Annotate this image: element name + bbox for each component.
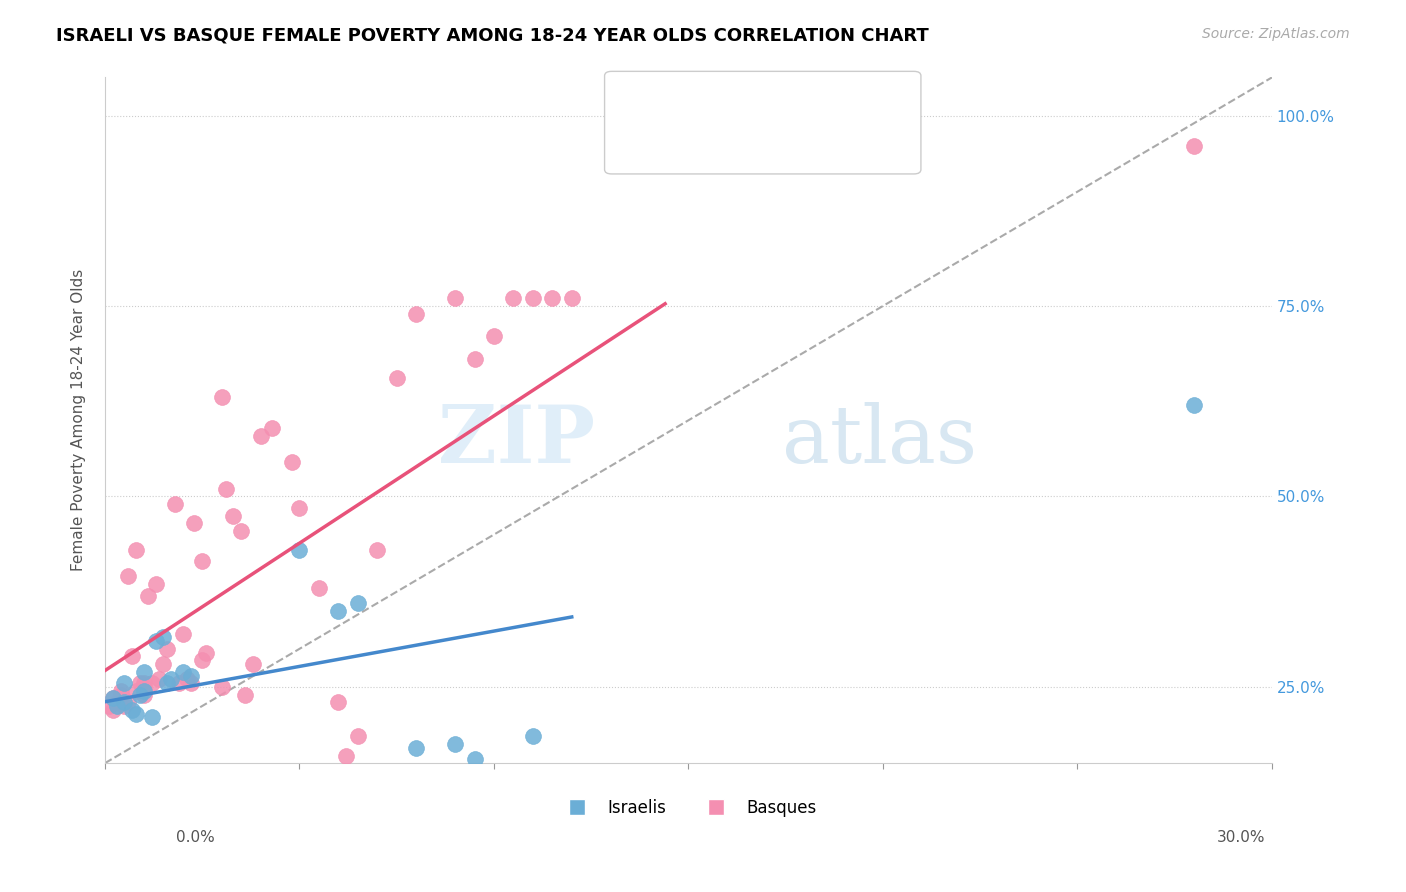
Text: N = 57: N = 57 [766, 131, 834, 149]
Point [110, 683, 132, 698]
Point [222, 508, 245, 523]
Point [132, 683, 155, 698]
Point [346, 730, 368, 744]
Point [101, 703, 124, 717]
Text: 0.0%: 0.0% [176, 830, 215, 845]
Text: ZIP: ZIP [439, 402, 595, 480]
Text: ■: ■ [626, 131, 645, 151]
Point [156, 676, 179, 690]
Text: Source: ZipAtlas.com: Source: ZipAtlas.com [1202, 27, 1350, 41]
Point [105, 695, 128, 709]
Point [172, 665, 194, 679]
Point [132, 688, 155, 702]
Point [117, 569, 139, 583]
Text: 30.0%: 30.0% [1218, 830, 1265, 845]
Point [288, 542, 311, 557]
Point [191, 653, 214, 667]
Point [1182, 139, 1205, 153]
Point [249, 428, 271, 442]
Point [132, 680, 155, 694]
Text: ■: ■ [626, 89, 645, 109]
Point [233, 688, 256, 702]
Point [405, 740, 427, 755]
Point [444, 292, 467, 306]
Point [152, 631, 174, 645]
Point [346, 596, 368, 610]
Point [242, 657, 264, 671]
Point [231, 524, 253, 538]
Point [110, 688, 132, 702]
Point [328, 604, 350, 618]
Point [141, 710, 163, 724]
Text: R = 0.579: R = 0.579 [651, 131, 749, 149]
Point [191, 554, 214, 568]
Point [482, 329, 505, 343]
Point [156, 641, 179, 656]
Point [195, 646, 218, 660]
Point [148, 673, 170, 687]
Point [163, 497, 186, 511]
Point [385, 371, 408, 385]
Point [114, 698, 136, 713]
Point [145, 577, 167, 591]
Point [114, 676, 136, 690]
Point [114, 695, 136, 709]
Point [97, 698, 120, 713]
Point [180, 668, 202, 682]
Point [129, 676, 152, 690]
Point [541, 292, 564, 306]
Point [1182, 398, 1205, 412]
Legend: Israelis, Basques: Israelis, Basques [554, 792, 823, 823]
Point [125, 542, 148, 557]
Point [180, 676, 202, 690]
Point [463, 752, 485, 766]
Point [522, 730, 544, 744]
Point [160, 673, 183, 687]
Point [308, 581, 330, 595]
Text: R = 0.335: R = 0.335 [651, 89, 749, 107]
Point [125, 706, 148, 721]
Point [121, 649, 143, 664]
Text: atlas: atlas [782, 402, 977, 480]
Point [288, 500, 311, 515]
Point [502, 292, 524, 306]
Point [561, 292, 583, 306]
Point [328, 695, 350, 709]
Point [136, 589, 159, 603]
Point [335, 748, 357, 763]
Point [105, 698, 128, 713]
Point [444, 737, 467, 751]
Point [405, 307, 427, 321]
Point [101, 691, 124, 706]
Point [117, 695, 139, 709]
Point [152, 657, 174, 671]
Point [176, 673, 198, 687]
Point [522, 292, 544, 306]
Point [172, 626, 194, 640]
Point [366, 542, 388, 557]
Point [211, 680, 233, 694]
Point [214, 482, 236, 496]
Point [183, 516, 205, 530]
Point [132, 665, 155, 679]
Point [167, 676, 190, 690]
Point [129, 688, 152, 702]
Point [121, 703, 143, 717]
Point [280, 455, 302, 469]
Point [145, 634, 167, 648]
Point [463, 352, 485, 367]
Point [262, 421, 284, 435]
Point [141, 676, 163, 690]
Point [125, 683, 148, 698]
Y-axis label: Female Poverty Among 18-24 Year Olds: Female Poverty Among 18-24 Year Olds [72, 269, 86, 572]
Text: ISRAELI VS BASQUE FEMALE POVERTY AMONG 18-24 YEAR OLDS CORRELATION CHART: ISRAELI VS BASQUE FEMALE POVERTY AMONG 1… [56, 27, 929, 45]
Text: N = 24: N = 24 [766, 89, 834, 107]
Point [211, 391, 233, 405]
Point [101, 691, 124, 706]
Point [132, 676, 155, 690]
